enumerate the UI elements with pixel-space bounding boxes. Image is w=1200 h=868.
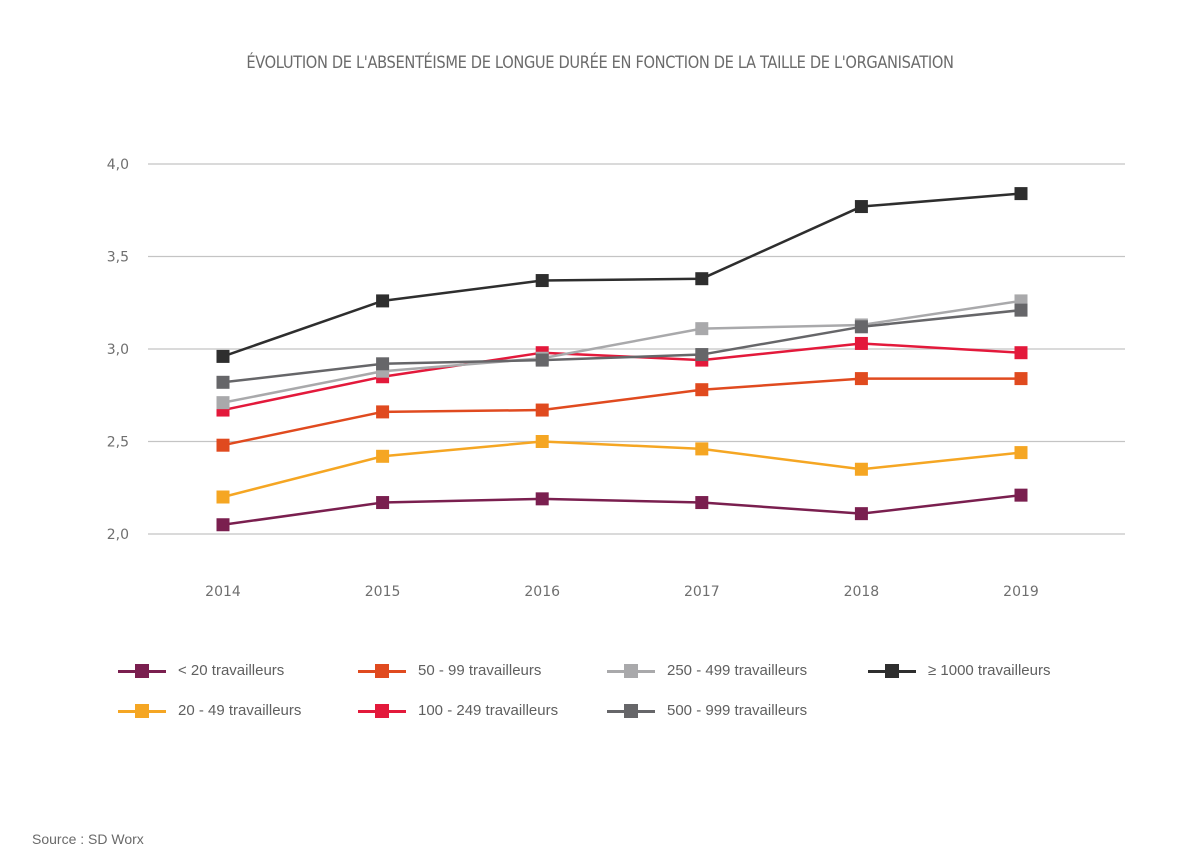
legend-item: 50 - 99 travailleurs xyxy=(358,662,541,679)
data-point xyxy=(695,348,709,362)
data-point xyxy=(1014,187,1028,201)
series-line xyxy=(222,192,1022,358)
x-tick-label: 2017 xyxy=(684,584,720,600)
data-point xyxy=(535,492,549,506)
data-point xyxy=(535,403,549,417)
data-point xyxy=(695,383,709,397)
y-tick-label: 3,0 xyxy=(107,342,129,358)
legend-label: ≥ 1000 travailleurs xyxy=(928,662,1051,679)
data-point xyxy=(216,349,230,363)
legend-swatch xyxy=(118,703,166,719)
legend-swatch xyxy=(607,663,655,679)
x-tick-label: 2019 xyxy=(1003,584,1039,600)
legend-item: 250 - 499 travailleurs xyxy=(607,662,807,679)
data-point xyxy=(376,496,390,510)
data-point xyxy=(854,200,868,214)
data-point xyxy=(1014,446,1028,460)
x-tick-label: 2015 xyxy=(365,584,401,600)
y-tick-label: 2,0 xyxy=(107,527,129,543)
y-tick-label: 3,5 xyxy=(107,250,129,266)
data-point xyxy=(1014,346,1028,360)
data-point xyxy=(376,357,390,371)
data-point xyxy=(1014,372,1028,386)
legend-item: 20 - 49 travailleurs xyxy=(118,702,301,719)
data-point xyxy=(695,272,709,286)
data-point xyxy=(854,462,868,476)
legend-label: 100 - 249 travailleurs xyxy=(418,702,559,719)
data-point xyxy=(216,396,230,410)
data-point xyxy=(216,375,230,389)
series-5 xyxy=(216,303,1028,389)
legend-swatch xyxy=(868,663,916,679)
data-point xyxy=(376,294,390,308)
data-point xyxy=(1014,488,1028,502)
x-tick-label: 2016 xyxy=(524,584,560,600)
series-6 xyxy=(216,187,1028,363)
legend-item: < 20 travailleurs xyxy=(118,662,284,679)
legend-item: 500 - 999 travailleurs xyxy=(607,702,807,719)
data-point xyxy=(216,518,230,532)
series-line xyxy=(222,308,1022,384)
data-point xyxy=(854,507,868,521)
x-tick-label: 2014 xyxy=(205,584,241,600)
y-tick-label: 4,0 xyxy=(107,157,129,173)
legend-swatch xyxy=(358,663,406,679)
series-4 xyxy=(216,294,1028,410)
legend-label: 20 - 49 travailleurs xyxy=(178,702,302,719)
legend-label: 50 - 99 travailleurs xyxy=(418,662,542,679)
series-group xyxy=(216,187,1028,532)
series-1 xyxy=(216,435,1028,504)
legend-label: < 20 travailleurs xyxy=(178,662,285,679)
series-line xyxy=(222,493,1022,526)
data-point xyxy=(854,320,868,334)
y-tick-label: 2,5 xyxy=(107,435,129,451)
series-2 xyxy=(216,372,1028,452)
data-point xyxy=(216,490,230,504)
data-point xyxy=(1014,303,1028,317)
data-point xyxy=(535,274,549,288)
data-point xyxy=(695,496,709,510)
legend-swatch xyxy=(358,703,406,719)
data-point xyxy=(854,372,868,386)
series-line xyxy=(222,440,1022,499)
data-point xyxy=(535,353,549,367)
data-point xyxy=(216,438,230,452)
x-tick-label: 2018 xyxy=(844,584,880,600)
legend-label: 500 - 999 travailleurs xyxy=(667,702,808,719)
source-note: Source : SD Worx xyxy=(32,831,144,847)
series-line xyxy=(222,299,1022,404)
data-point xyxy=(376,449,390,463)
legend-item: 100 - 249 travailleurs xyxy=(358,702,558,719)
legend-swatch xyxy=(607,703,655,719)
legend-swatch xyxy=(118,663,166,679)
data-point xyxy=(854,336,868,350)
chart-title: ÉVOLUTION DE L'ABSENTÉISME DE LONGUE DUR… xyxy=(246,53,954,73)
y-axis-ticks: 2,0 2,5 3,0 3,5 4,0 xyxy=(107,157,129,543)
x-axis-ticks: 2014 2015 2016 2017 2018 2019 xyxy=(205,584,1039,600)
data-point xyxy=(695,322,709,336)
series-line xyxy=(222,377,1021,447)
data-point xyxy=(695,442,709,456)
legend-label: 250 - 499 travailleurs xyxy=(667,662,808,679)
data-point xyxy=(376,405,390,419)
legend-item: ≥ 1000 travailleurs xyxy=(868,662,1050,679)
data-point xyxy=(535,435,549,448)
series-0 xyxy=(216,488,1028,532)
